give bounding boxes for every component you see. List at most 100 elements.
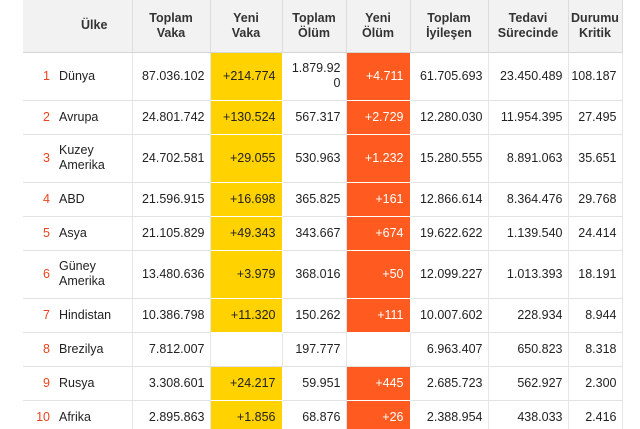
table-row[interactable]: 4 ABD 21.596.915 +16.698 365.825 +161 12.866.6… bbox=[23, 182, 623, 217]
row-index-text: 1 bbox=[43, 69, 50, 83]
critical-cases-cell: 29.768 bbox=[568, 182, 623, 217]
total-recovered-cell-text: 10.007.602 bbox=[419, 308, 483, 322]
row-index: 9 bbox=[23, 366, 55, 401]
row-index-text: 7 bbox=[43, 308, 50, 322]
critical-cases-cell-text: 2.416 bbox=[585, 410, 617, 424]
covid-stats-table: Ülke Toplam Vaka Yeni Vaka Toplam Ölüm Yeni… bbox=[23, 0, 623, 429]
new-deaths-cell-text: +2.729 bbox=[364, 110, 404, 124]
new-cases-cell: +29.055 bbox=[210, 134, 283, 183]
country-name: Güney Amerika bbox=[55, 250, 133, 299]
header-index bbox=[23, 0, 55, 53]
total-deaths-cell: 343.667 bbox=[282, 216, 347, 251]
total-deaths-cell-text: 59.951 bbox=[302, 376, 341, 390]
table-row[interactable]: 2 Avrupa 24.801.742 +130.524 567.317 +2.729 12… bbox=[23, 100, 623, 135]
total-deaths-cell: 567.317 bbox=[282, 100, 347, 135]
country-name-text: Asya bbox=[59, 225, 87, 240]
table-row[interactable]: 1 Dünya 87.036.102 +214.774 1.879.92 0 +4.711 6… bbox=[23, 52, 623, 101]
header-label-line2: İyileşen bbox=[426, 25, 472, 40]
total-cases-cell: 2.895.863 bbox=[132, 400, 211, 429]
table-row[interactable]: 7 Hindistan 10.386.798 +11.320 150.262 +111 10… bbox=[23, 298, 623, 333]
row-index-text: 5 bbox=[43, 226, 50, 240]
header-toplam-iyilesen[interactable]: Toplam İyileşen bbox=[410, 0, 489, 53]
row-index: 8 bbox=[23, 332, 55, 367]
total-recovered-cell: 15.280.555 bbox=[410, 134, 489, 183]
active-cases-cell-text: 8.891.063 bbox=[506, 151, 563, 165]
header-yeni-olum[interactable]: Yeni Ölüm bbox=[346, 0, 411, 53]
total-deaths-cell-text: 0 bbox=[333, 76, 341, 90]
total-deaths-cell: 530.963 bbox=[282, 134, 347, 183]
active-cases-cell: 1.139.540 bbox=[488, 216, 569, 251]
total-deaths-cell-text: 567.317 bbox=[295, 110, 341, 124]
row-index-text: 10 bbox=[36, 410, 50, 424]
row-index: 7 bbox=[23, 298, 55, 333]
header-tedavi-surecinde[interactable]: Tedavi Sürecinde bbox=[488, 0, 569, 53]
new-cases-cell: +130.524 bbox=[210, 100, 283, 135]
header-toplam-olum[interactable]: Toplam Ölüm bbox=[282, 0, 347, 53]
active-cases-cell-text: 228.934 bbox=[517, 308, 563, 322]
new-deaths-cell-text: +161 bbox=[375, 192, 404, 206]
table-row[interactable]: 9 Rusya 3.308.601 +24.217 59.951 +445 2.685.72… bbox=[23, 366, 623, 401]
active-cases-cell: 650.823 bbox=[488, 332, 569, 367]
table-row[interactable]: 8 Brezilya 7.812.007 197.777 6.963.407 650.82… bbox=[23, 332, 623, 367]
country-name-text: Güney bbox=[59, 259, 96, 273]
table-row[interactable]: 6 Güney Amerika 13.480.636 +3.979 368.016 +50 1… bbox=[23, 250, 623, 299]
critical-cases-cell: 24.414 bbox=[568, 216, 623, 251]
critical-cases-cell: 2.300 bbox=[568, 366, 623, 401]
header-ulke[interactable]: Ülke bbox=[55, 0, 133, 53]
row-index-text: 2 bbox=[43, 110, 50, 124]
total-recovered-cell-text: 19.622.622 bbox=[419, 226, 483, 240]
total-recovered-cell-text: 12.280.030 bbox=[419, 110, 483, 124]
row-index: 3 bbox=[23, 134, 55, 183]
total-cases-cell-text: 24.801.742 bbox=[141, 110, 205, 124]
critical-cases-cell-text: 35.651 bbox=[578, 151, 617, 165]
country-name-text: Avrupa bbox=[59, 109, 99, 124]
active-cases-cell-text: 1.139.540 bbox=[506, 226, 563, 240]
row-index-text: 6 bbox=[43, 267, 50, 281]
total-deaths-cell: 59.951 bbox=[282, 366, 347, 401]
critical-cases-cell-text: 8.318 bbox=[585, 342, 617, 356]
total-recovered-cell-text: 6.963.407 bbox=[426, 342, 483, 356]
new-deaths-cell-text: +445 bbox=[375, 376, 404, 390]
critical-cases-cell-text: 18.191 bbox=[578, 267, 617, 281]
total-deaths-cell: 368.016 bbox=[282, 250, 347, 299]
new-deaths-cell: +50 bbox=[346, 250, 411, 299]
total-deaths-cell-text: 68.876 bbox=[302, 410, 341, 424]
total-cases-cell-text: 24.702.581 bbox=[141, 151, 205, 165]
total-cases-cell-text: 13.480.636 bbox=[141, 267, 205, 281]
total-cases-cell: 21.596.915 bbox=[132, 182, 211, 217]
total-recovered-cell-text: 2.685.723 bbox=[426, 376, 483, 390]
header-label-line2: Ölüm bbox=[362, 25, 394, 40]
total-cases-cell: 7.812.007 bbox=[132, 332, 211, 367]
header-label-line1: Tedavi bbox=[508, 10, 548, 25]
table-row[interactable]: 10 Afrika 2.895.863 +1.856 68.876 +26 2.388.95… bbox=[23, 400, 623, 429]
total-recovered-cell-text: 12.866.614 bbox=[419, 192, 483, 206]
row-index: 5 bbox=[23, 216, 55, 251]
row-index-text: 3 bbox=[43, 151, 50, 165]
table-row[interactable]: 5 Asya 21.105.829 +49.343 343.667 +674 19.622.… bbox=[23, 216, 623, 251]
critical-cases-cell: 27.495 bbox=[568, 100, 623, 135]
new-cases-cell-text: +49.343 bbox=[229, 226, 276, 240]
active-cases-cell-text: 11.954.395 bbox=[500, 110, 563, 124]
new-cases-cell-text: +24.217 bbox=[229, 376, 276, 390]
table-row[interactable]: 3 Kuzey Amerika 24.702.581 +29.055 530.963 +1.… bbox=[23, 134, 623, 183]
new-cases-cell-text: +29.055 bbox=[229, 151, 276, 165]
new-cases-cell-text: +130.524 bbox=[223, 110, 276, 124]
country-name-text: Dünya bbox=[59, 68, 96, 83]
new-cases-cell: +214.774 bbox=[210, 52, 283, 101]
new-cases-cell: +16.698 bbox=[210, 182, 283, 217]
critical-cases-cell: 8.318 bbox=[568, 332, 623, 367]
new-cases-cell-text: +1.856 bbox=[236, 410, 276, 424]
critical-cases-cell-text: 24.414 bbox=[578, 226, 617, 240]
total-deaths-cell-text: 1.879.92 bbox=[291, 61, 341, 75]
critical-cases-cell: 8.944 bbox=[568, 298, 623, 333]
total-recovered-cell-text: 15.280.555 bbox=[419, 151, 483, 165]
header-toplam-vaka[interactable]: Toplam Vaka bbox=[132, 0, 211, 53]
row-index-text: 9 bbox=[43, 376, 50, 390]
active-cases-cell-text: 23.450.489 bbox=[499, 69, 563, 83]
header-durumu-kritik[interactable]: Durumu Kritik bbox=[568, 0, 623, 53]
header-yeni-vaka[interactable]: Yeni Vaka bbox=[210, 0, 283, 53]
total-recovered-cell-text: 12.099.227 bbox=[419, 267, 483, 281]
new-cases-cell: +11.320 bbox=[210, 298, 283, 333]
header-label-line2: Kritik bbox=[579, 25, 611, 40]
